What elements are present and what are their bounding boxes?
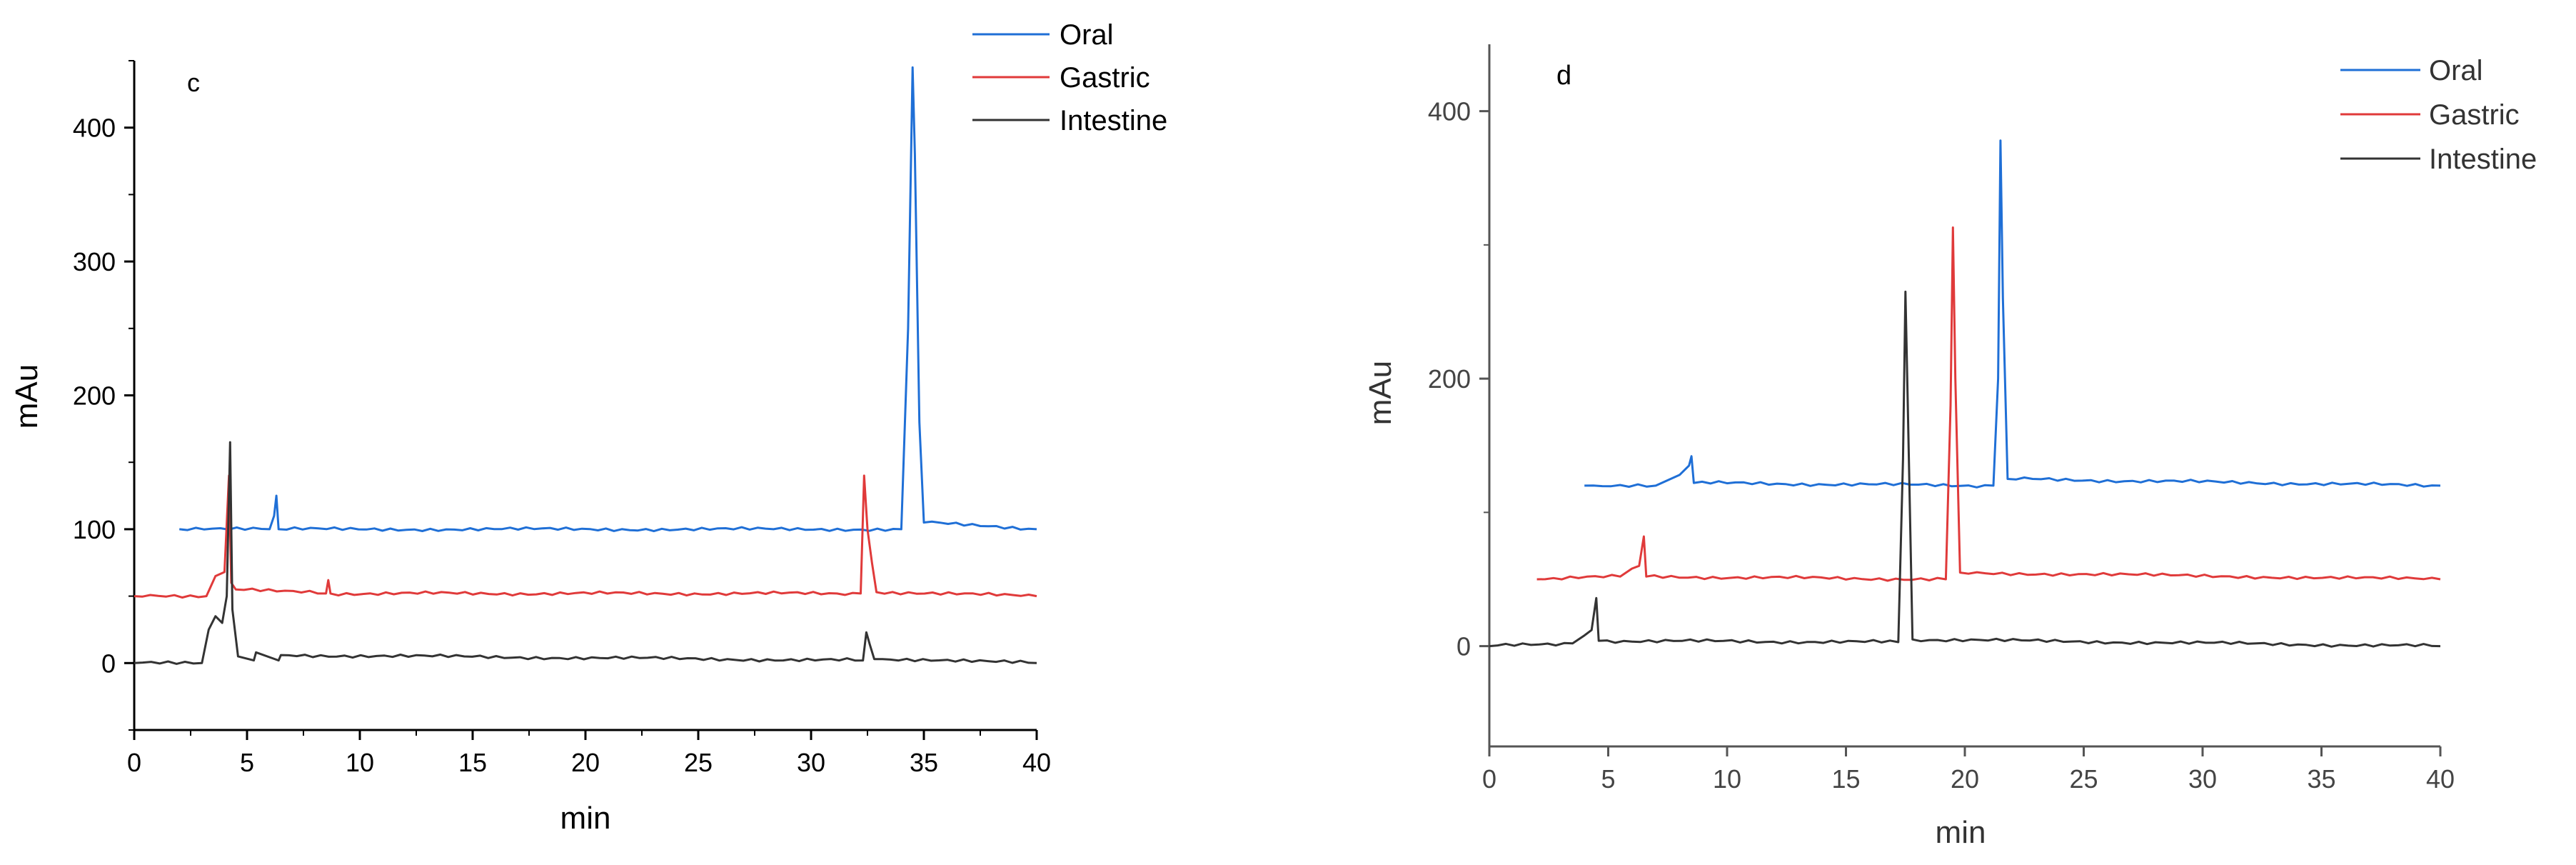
- chart-c-x-tick-label: 10: [346, 748, 374, 777]
- chart-c-x-tick-label: 20: [571, 748, 600, 777]
- chart-d-x-tick-label: 30: [2188, 764, 2217, 794]
- chart-d-legend: Oral Gastric Intestine: [2340, 55, 2537, 175]
- chart-d-x-tick-label: 40: [2426, 764, 2455, 794]
- chart-c-x-axis-label: min: [560, 801, 611, 836]
- legend-c-intestine-label: Intestine: [1060, 105, 1167, 136]
- legend-c-oral-label: Oral: [1060, 19, 1114, 51]
- chart-d-series-oral: [1584, 139, 2441, 489]
- chart-c-y-tick-label: 300: [73, 247, 116, 276]
- chart-d-x-tick-label: 25: [2069, 764, 2098, 794]
- chart-c-x-tick-label: 35: [910, 748, 938, 777]
- chart-c-x-tick-label: 30: [797, 748, 825, 777]
- chart-c-y-tick-label: 400: [73, 114, 116, 143]
- chart-c-series-group: [134, 66, 1037, 665]
- chart-c-series-intestine: [134, 441, 1037, 665]
- chart-c-y-tick-label: 200: [73, 381, 116, 411]
- chart-d-x-axis-label: min: [1936, 815, 1986, 850]
- chart-c-x-tick-label: 15: [458, 748, 487, 777]
- chart-d-series-gastric: [1536, 226, 2441, 582]
- chart-d-x-tick-label: 5: [1601, 764, 1615, 794]
- chart-c-y-tick-label: 100: [73, 515, 116, 544]
- legend-d-oral-label: Oral: [2429, 55, 2483, 86]
- chart-d-x-tick-label: 15: [1831, 764, 1860, 794]
- chart-c-y-axis-label: mAu: [9, 364, 44, 429]
- chart-c-series-gastric: [134, 474, 1037, 599]
- chart-c-series-oral: [179, 66, 1037, 533]
- chart-c-x-tick-label: 0: [127, 748, 141, 777]
- chart-c-legend: Oral Gastric Intestine: [972, 19, 1167, 136]
- chart-d-series-group: [1489, 139, 2441, 648]
- chart-d-y-axis-label: mAu: [1363, 361, 1398, 425]
- chart-d-panel-label: d: [1556, 61, 1571, 91]
- chart-d-series-intestine: [1489, 290, 2441, 648]
- chart-d-x-tick-label: 35: [2307, 764, 2335, 794]
- chart-d-y-tick-label: 400: [1428, 97, 1471, 126]
- chart-c-x-tick-label: 25: [684, 748, 713, 777]
- chart-d-x-tick-label: 20: [1951, 764, 1979, 794]
- chart-c-y-tick-label: 0: [101, 649, 116, 678]
- chart-d-x-tick-label: 10: [1713, 764, 1741, 794]
- legend-d-intestine-label: Intestine: [2429, 144, 2537, 175]
- legend-d-gastric-label: Gastric: [2429, 99, 2520, 131]
- chart-d-y-tick-label: 200: [1428, 364, 1471, 394]
- chart-d-y-tick-label: 0: [1456, 632, 1471, 661]
- legend-c-gastric-label: Gastric: [1060, 62, 1150, 94]
- chart-c-x-tick-label: 5: [240, 748, 254, 777]
- chart-c-x-tick-label: 40: [1022, 748, 1051, 777]
- chart-c-panel-label: c: [187, 68, 200, 97]
- chart-d-x-tick-label: 0: [1482, 764, 1496, 794]
